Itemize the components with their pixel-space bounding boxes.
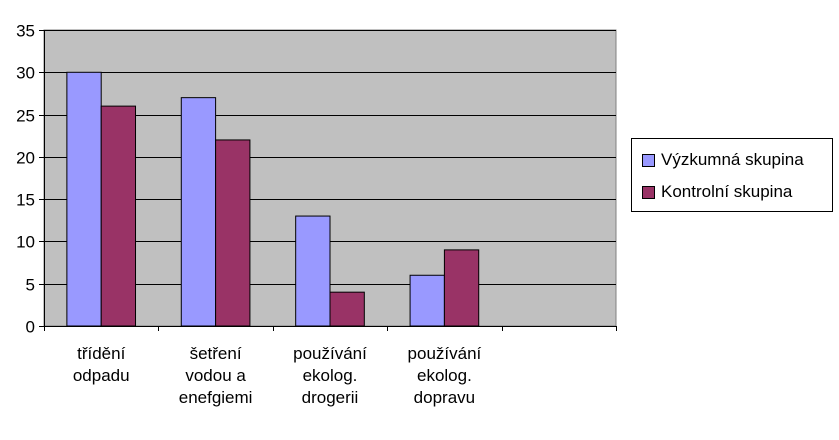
y-tick-label: 30	[16, 64, 35, 83]
category-label: odpadu	[73, 366, 130, 385]
category-labels: třídění odpadu šetření vodou a enefgiemi použ…	[73, 344, 482, 407]
y-tick-label: 10	[16, 233, 35, 252]
bar	[409, 274, 445, 327]
category-label: třídění	[77, 344, 125, 363]
category-label: šetření	[190, 344, 242, 363]
gridlines	[44, 30, 616, 285]
y-tick-label: 25	[16, 107, 35, 126]
y-tick-labels: 0 5 10 15 20 25 30 35	[16, 22, 35, 337]
category-label: používání	[408, 344, 482, 363]
legend-label-series-1: Výzkumná skupina	[661, 150, 804, 169]
bar	[66, 71, 102, 327]
bar	[443, 249, 480, 327]
category-label: dopravu	[414, 388, 475, 407]
category-label: ekolog.	[303, 366, 358, 385]
category-label: drogerii	[302, 388, 359, 407]
bar	[295, 215, 331, 327]
legend-item-series-2: Kontrolní skupina	[642, 182, 792, 202]
category-label: ekolog.	[417, 366, 472, 385]
bar	[329, 291, 365, 327]
legend-label-series-2: Kontrolní skupina	[661, 182, 793, 201]
bar	[100, 105, 137, 327]
legend-swatch-series-2	[642, 185, 655, 199]
y-tick-label: 35	[16, 22, 35, 41]
y-tick-label: 0	[26, 318, 35, 337]
bar	[180, 97, 217, 327]
legend-item-series-1: Výzkumná skupina	[642, 150, 804, 170]
bar	[215, 139, 251, 327]
category-label: enefgiemi	[179, 388, 253, 407]
bars	[66, 71, 480, 327]
y-tick-label: 5	[26, 276, 35, 295]
legend: Výzkumná skupina Kontrolní skupina	[631, 138, 833, 212]
category-label: používání	[293, 344, 367, 363]
y-tick-label: 15	[16, 191, 35, 210]
category-label: vodou a	[185, 366, 246, 385]
legend-swatch-series-1	[642, 153, 655, 167]
y-tick-label: 20	[16, 149, 35, 168]
axes	[39, 30, 617, 331]
